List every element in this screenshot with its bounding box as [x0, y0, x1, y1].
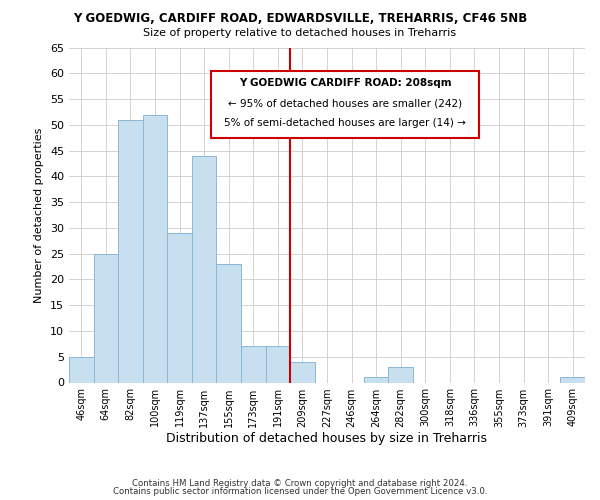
Text: Size of property relative to detached houses in Treharris: Size of property relative to detached ho… [143, 28, 457, 38]
Text: Y GOEDWIG CARDIFF ROAD: 208sqm: Y GOEDWIG CARDIFF ROAD: 208sqm [239, 78, 451, 88]
Text: 5% of semi-detached houses are larger (14) →: 5% of semi-detached houses are larger (1… [224, 118, 466, 128]
Y-axis label: Number of detached properties: Number of detached properties [34, 128, 44, 302]
Bar [290, 362, 315, 382]
Bar [69, 356, 94, 382]
Bar [192, 156, 217, 382]
Bar [217, 264, 241, 382]
Text: Y GOEDWIG, CARDIFF ROAD, EDWARDSVILLE, TREHARRIS, CF46 5NB: Y GOEDWIG, CARDIFF ROAD, EDWARDSVILLE, T… [73, 12, 527, 26]
FancyBboxPatch shape [211, 71, 479, 138]
Text: Contains public sector information licensed under the Open Government Licence v3: Contains public sector information licen… [113, 487, 487, 496]
Bar [167, 233, 192, 382]
Bar [364, 378, 388, 382]
Bar [118, 120, 143, 382]
Bar [241, 346, 266, 382]
Bar [94, 254, 118, 382]
Text: ← 95% of detached houses are smaller (242): ← 95% of detached houses are smaller (24… [228, 98, 462, 108]
Bar [143, 114, 167, 382]
Bar [266, 346, 290, 382]
Text: Contains HM Land Registry data © Crown copyright and database right 2024.: Contains HM Land Registry data © Crown c… [132, 478, 468, 488]
Bar [388, 367, 413, 382]
X-axis label: Distribution of detached houses by size in Treharris: Distribution of detached houses by size … [167, 432, 487, 446]
Bar [560, 378, 585, 382]
